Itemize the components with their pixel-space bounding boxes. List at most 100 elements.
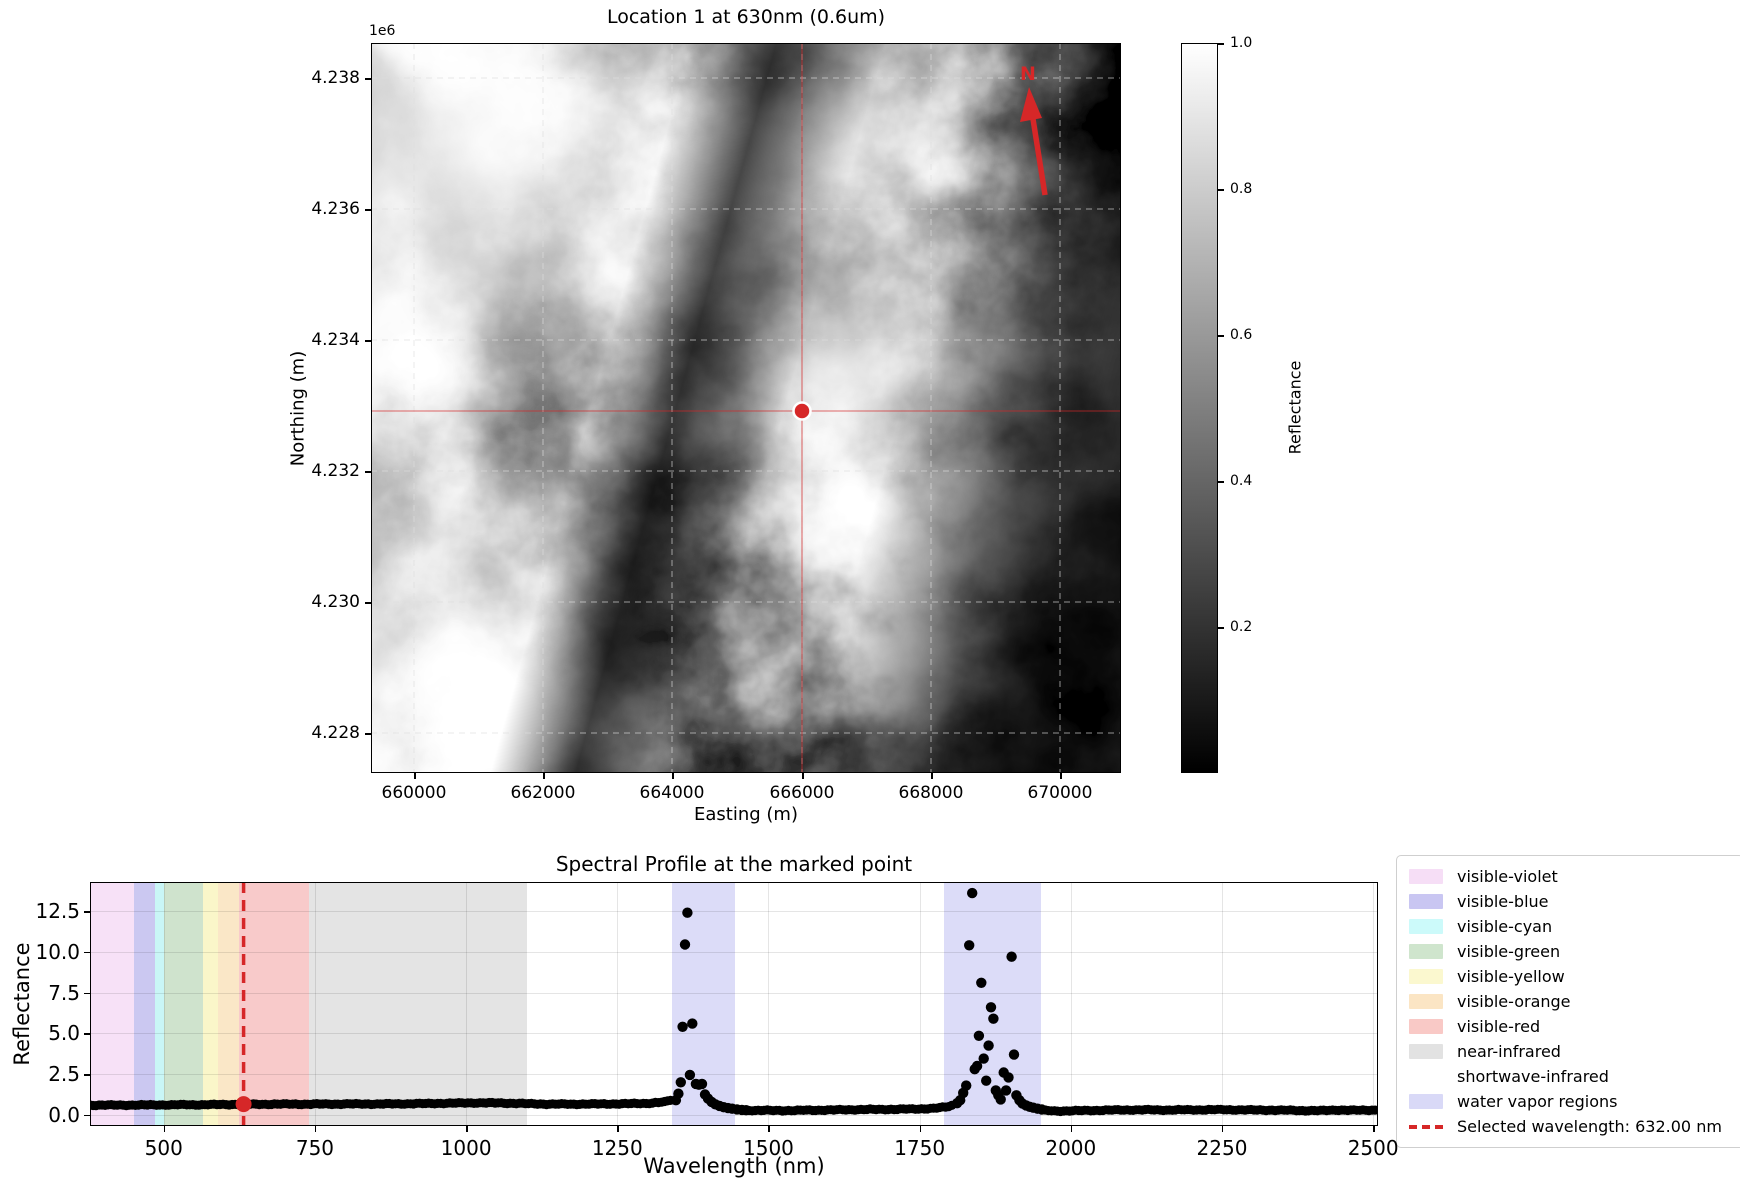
colorbar-tick-label: 0.6 (1230, 327, 1253, 343)
spectrum-point (971, 1060, 983, 1072)
colorbar-tick-label: 0.8 (1230, 181, 1253, 197)
legend-entry: Selected wavelength: 632.00 nm (1409, 1114, 1731, 1139)
grid-line-horizontal (90, 1033, 1378, 1035)
marked-point-marker[interactable] (792, 401, 812, 421)
legend-label: Selected wavelength: 632.00 nm (1457, 1117, 1722, 1136)
spectral-title: Spectral Profile at the marked point (555, 852, 913, 876)
spectral-x-tick-label: 1000 (440, 1136, 492, 1160)
legend-entry: visible-orange (1409, 989, 1731, 1014)
map-x-tickmark (672, 773, 674, 779)
band-visible-red (239, 882, 309, 1126)
selected-wavelength-marker[interactable] (235, 1096, 252, 1113)
legend-label: near-infrared (1457, 1042, 1561, 1061)
spectrum-point (985, 1002, 997, 1013)
legend-entry: visible-violet (1409, 864, 1731, 889)
spectrum-point (682, 907, 693, 918)
map-axis-offset-label: 1e6 (369, 23, 396, 39)
grid-line-horizontal (90, 1114, 1378, 1116)
legend-entry: visible-green (1409, 939, 1731, 964)
map-xlabel: Easting (m) (694, 804, 798, 825)
band-near-infrared (308, 882, 527, 1126)
spectral-x-tickmark (314, 1126, 317, 1132)
map-image: N (371, 43, 1121, 773)
spectral-x-tickmark (163, 1126, 166, 1132)
legend-entry: shortwave-infrared (1409, 1064, 1731, 1089)
map-x-tick-label: 662000 (510, 783, 576, 803)
legend-entry: near-infrared (1409, 1039, 1731, 1064)
spectral-y-tick-label: 5.0 (48, 1021, 80, 1046)
map-x-tick-label: 664000 (639, 783, 705, 803)
map-canvas[interactable]: N (371, 43, 1121, 773)
spectral-x-tick-label: 750 (295, 1136, 335, 1160)
spectral-x-tick-label: 1750 (894, 1136, 946, 1160)
spectrum-point (677, 1021, 688, 1032)
legend-swatch-visible-blue (1409, 894, 1443, 909)
legend-swatch-visible-orange (1409, 994, 1443, 1009)
legend-label: shortwave-infrared (1457, 1067, 1609, 1086)
colorbar-label: Reflectance (1285, 360, 1305, 455)
map-x-tickmark (802, 773, 804, 779)
colorbar-tickmark (1218, 189, 1224, 191)
grid-line-horizontal (90, 992, 1378, 994)
grid-line-vertical (919, 882, 921, 1126)
spectral-y-tick-label: 0.0 (48, 1102, 80, 1127)
grid-line-vertical (163, 882, 165, 1126)
colorbar-tickmark (1218, 627, 1224, 629)
spectrum-point (964, 940, 975, 951)
band-visible-green (163, 882, 204, 1126)
spectral-plot-area[interactable] (90, 882, 1378, 1126)
colorbar-tick-label: 1.0 (1230, 35, 1253, 51)
spectral-y-tickmark (84, 992, 90, 995)
map-x-tickmark (543, 773, 545, 779)
spectral-x-tick-label: 500 (144, 1136, 183, 1160)
spectral-x-tick-label: 2500 (1347, 1136, 1399, 1160)
colorbar (1181, 43, 1218, 773)
spectral-x-tickmark (466, 1126, 468, 1132)
spectral-y-tickmark (84, 951, 90, 954)
map-x-tick-label: 668000 (898, 783, 964, 803)
band-visible-orange (218, 882, 240, 1126)
spectral-x-tickmark (617, 1126, 619, 1132)
selected-wavelength-swatch (1409, 1124, 1443, 1129)
map-x-tick-label: 660000 (381, 783, 447, 803)
spectral-x-tickmark (1221, 1126, 1224, 1132)
north-arrow: N (1020, 63, 1048, 196)
spectral-xlabel: Wavelength (nm) (643, 1154, 825, 1178)
spectrum-point (684, 1069, 696, 1081)
map-x-tick-label: 670000 (1027, 783, 1093, 803)
grid-line-horizontal (90, 951, 1378, 953)
legend-swatch-visible-cyan (1409, 919, 1443, 934)
band-visible-yellow (203, 882, 219, 1126)
colorbar-tickmark (1218, 335, 1224, 337)
grid-line-vertical (1221, 882, 1223, 1126)
spectrum-point (981, 1075, 992, 1086)
spectrum-point (978, 1053, 989, 1064)
map-y-tickmark (365, 733, 371, 735)
spectral-y-tickmark (84, 911, 90, 913)
grid-line-vertical (1373, 882, 1375, 1126)
spectrum-point (1000, 1085, 1012, 1096)
spectral-x-tick-label: 1500 (743, 1136, 794, 1160)
spectrum-point (675, 1077, 686, 1088)
spectrum-point (1370, 1105, 1378, 1115)
spectral-y-tick-label: 2.5 (48, 1062, 80, 1087)
north-arrow-label: N (1020, 63, 1036, 85)
legend-label: visible-orange (1457, 992, 1571, 1011)
spectrum-point (976, 977, 987, 988)
spectral-x-tick-label: 2250 (1196, 1136, 1248, 1160)
spectral-x-tick-label: 1250 (591, 1136, 643, 1160)
spectral-y-tickmark (84, 1114, 90, 1117)
spectrum-point (687, 1018, 698, 1029)
spectral-x-tick-label: 2000 (1045, 1136, 1097, 1160)
colorbar-tickmark (1218, 481, 1224, 483)
spectral-y-tickmark (84, 1033, 90, 1035)
legend-swatch-near-infrared (1409, 1044, 1443, 1059)
grid-line-vertical (1070, 882, 1072, 1126)
map-y-tick-label: 4.230 (311, 592, 360, 612)
spectrum-point (679, 939, 691, 950)
grid-line-vertical (314, 882, 316, 1126)
spectral-y-tick-label: 10.0 (35, 939, 80, 964)
legend-swatch-visible-violet (1409, 869, 1443, 884)
colorbar-tick-label: 0.4 (1230, 473, 1253, 489)
